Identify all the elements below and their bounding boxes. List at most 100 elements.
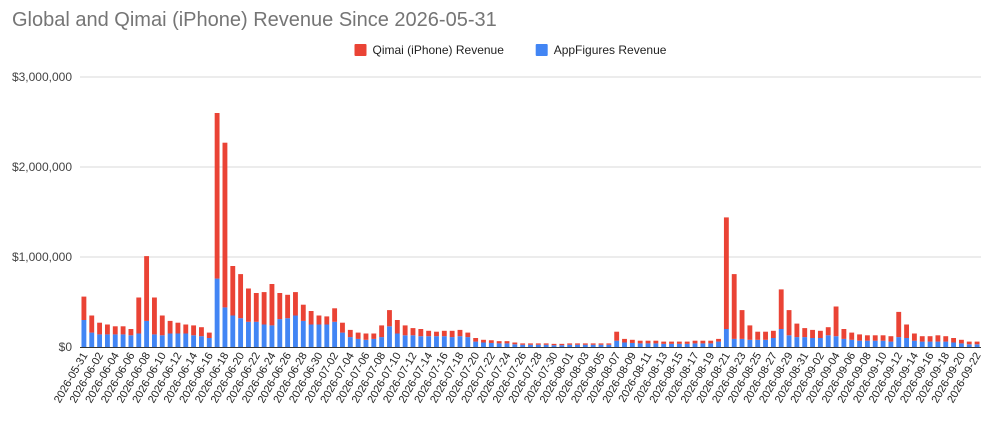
bar[interactable] [661,343,667,347]
bar[interactable] [441,330,447,337]
bar[interactable] [308,324,314,348]
bar[interactable] [966,344,972,347]
bar[interactable] [269,284,275,326]
bar[interactable] [880,340,886,347]
bar[interactable] [441,336,447,347]
bar[interactable] [622,338,627,343]
bar[interactable] [457,336,463,347]
bar[interactable] [520,343,526,345]
bar[interactable] [285,294,291,319]
bar[interactable] [355,332,361,339]
bar[interactable] [849,339,855,347]
bar[interactable] [449,330,455,338]
bar[interactable] [943,341,949,347]
bar[interactable] [261,324,267,348]
bar[interactable] [763,331,768,340]
bar[interactable] [951,338,957,343]
bar[interactable] [308,311,314,325]
bar[interactable] [598,343,604,345]
bar[interactable] [763,339,768,347]
bar[interactable] [253,293,259,322]
bar[interactable] [684,341,690,344]
bar[interactable] [128,329,134,336]
bar[interactable] [97,334,103,347]
bar[interactable] [535,344,541,347]
bar[interactable] [622,342,627,348]
bar[interactable] [904,324,909,339]
bar[interactable] [144,320,150,347]
bar[interactable] [708,340,714,344]
bar[interactable] [543,343,549,345]
bar[interactable] [614,340,620,347]
bar[interactable] [598,344,604,347]
bar[interactable] [104,324,110,335]
bar[interactable] [958,339,964,344]
bar[interactable] [755,331,761,340]
bar[interactable] [81,296,87,320]
bar[interactable] [653,343,659,347]
bar[interactable] [394,320,400,334]
bar[interactable] [136,333,142,348]
bar[interactable] [418,336,424,347]
bar[interactable] [410,335,416,347]
bar[interactable] [974,344,980,347]
bar[interactable] [802,328,808,338]
bar[interactable] [582,344,588,347]
bar[interactable] [261,292,267,325]
bar[interactable] [629,339,635,343]
bar[interactable] [465,337,471,347]
bar[interactable] [723,217,729,329]
bar[interactable] [159,315,165,336]
bar[interactable] [833,306,839,337]
bar[interactable] [661,341,667,344]
bar[interactable] [167,320,173,334]
bar[interactable] [614,331,620,341]
bar[interactable] [739,310,745,339]
bar[interactable] [927,341,933,347]
bar[interactable] [293,292,298,316]
bar[interactable] [191,325,197,336]
bar[interactable] [222,307,228,347]
bar[interactable] [935,341,941,347]
bar[interactable] [911,333,917,341]
bar[interactable] [676,341,682,344]
bar[interactable] [943,336,949,342]
bar[interactable] [300,320,306,347]
legend-item[interactable]: Qimai (iPhone) Revenue [354,43,505,57]
bar[interactable] [246,288,251,322]
bar[interactable] [363,339,369,347]
bar[interactable] [645,343,651,347]
bar[interactable] [575,344,580,347]
bar[interactable] [112,326,118,335]
bar[interactable] [293,315,298,348]
bar[interactable] [872,335,878,341]
bar[interactable] [199,336,204,347]
bar[interactable] [755,339,761,347]
bar[interactable] [716,338,721,342]
bar[interactable] [97,322,103,335]
bar[interactable] [120,326,126,335]
bar[interactable] [426,336,432,347]
bar[interactable] [89,332,95,347]
bar[interactable] [966,341,972,345]
bar[interactable] [645,340,651,344]
bar[interactable] [567,343,573,345]
bar[interactable] [488,340,494,343]
bar[interactable] [206,338,212,347]
bar[interactable] [504,341,510,344]
bar[interactable] [402,335,408,347]
bar[interactable] [269,325,275,347]
bar[interactable] [324,324,330,348]
bar[interactable] [786,310,792,336]
bar[interactable] [857,334,862,341]
bar[interactable] [559,345,565,347]
bar[interactable] [911,340,917,347]
bar[interactable] [175,333,181,348]
bar[interactable] [363,333,369,340]
bar[interactable] [379,337,385,347]
bar[interactable] [872,340,878,347]
bar[interactable] [731,338,737,347]
bar[interactable] [473,341,479,347]
bar[interactable] [896,311,902,338]
bar[interactable] [739,338,745,347]
